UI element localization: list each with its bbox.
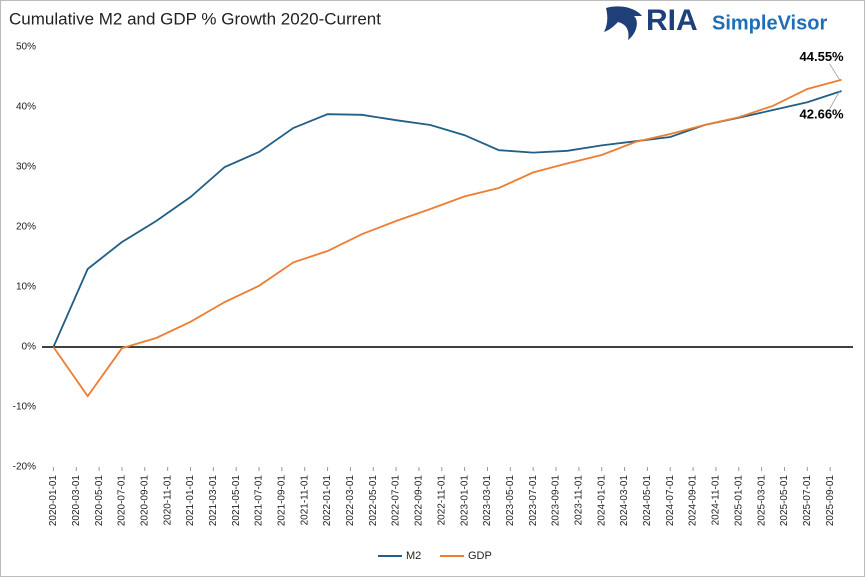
x-tick-label: 2025-09-01 [825,475,836,527]
x-tick-label: 2020-05-01 [94,475,105,527]
x-tick-label: 2021-11-01 [299,475,310,526]
y-tick-label: 40% [16,102,36,113]
x-tick-label: 2025-05-01 [779,475,790,527]
logo-icon [604,6,642,41]
chart-title: Cumulative M2 and GDP % Growth 2020-Curr… [9,9,381,28]
logo-brand: RIA [646,4,698,37]
y-tick-label: 20% [16,222,36,233]
x-tick-label: 2022-03-01 [345,475,356,527]
x-tick-label: 2024-03-01 [619,475,630,527]
y-tick-label: 10% [16,282,36,293]
y-tick-label: -10% [13,402,36,413]
x-tick-label: 2021-03-01 [208,475,219,527]
x-tick-label: 2021-07-01 [254,475,265,527]
legend-label: M2 [406,550,421,562]
x-tick-label: 2023-01-01 [459,475,470,527]
x-tick-label: 2020-07-01 [117,475,128,527]
x-tick-label: 2023-09-01 [551,475,562,527]
x-tick-label: 2022-07-01 [391,475,402,527]
x-tick-label: 2022-11-01 [436,475,447,526]
x-tick-label: 2020-09-01 [139,475,150,527]
x-tick-label: 2025-03-01 [756,475,767,527]
x-tick-label: 2024-01-01 [596,475,607,527]
y-tick-label: 0% [22,342,37,353]
x-tick-label: 2022-09-01 [414,475,425,527]
data-label: 44.55% [800,49,845,64]
x-tick-label: 2021-01-01 [185,475,196,527]
x-tick-label: 2020-01-01 [48,475,59,527]
x-tick-label: 2022-01-01 [322,475,333,527]
x-tick-label: 2025-01-01 [733,475,744,527]
logo-product: SimpleVisor [712,12,827,34]
x-tick-label: 2021-05-01 [231,475,242,527]
x-tick-label: 2023-03-01 [482,475,493,527]
x-tick-label: 2025-07-01 [802,475,813,527]
x-tick-label: 2024-05-01 [642,475,653,527]
y-tick-label: 50% [16,42,36,53]
series-line [52,78,842,398]
label-leader [829,63,840,80]
y-tick-label: -20% [13,462,36,473]
x-tick-label: 2020-11-01 [162,475,173,526]
y-tick-label: 30% [16,162,36,173]
x-tick-label: 2020-03-01 [71,475,82,527]
legend-label: GDP [468,550,492,562]
label-leader [829,90,840,110]
x-tick-label: 2021-09-01 [277,475,288,527]
data-label: 42.66% [800,106,845,121]
x-tick-label: 2024-11-01 [711,475,722,526]
x-tick-label: 2022-05-01 [368,475,379,527]
x-tick-label: 2023-07-01 [528,475,539,527]
x-tick-label: 2024-07-01 [665,475,676,527]
logo: RIA SimpleVisor [604,4,827,41]
x-tick-label: 2023-11-01 [573,475,584,526]
x-tick-label: 2024-09-01 [688,475,699,527]
x-tick-label: 2023-05-01 [505,475,516,527]
